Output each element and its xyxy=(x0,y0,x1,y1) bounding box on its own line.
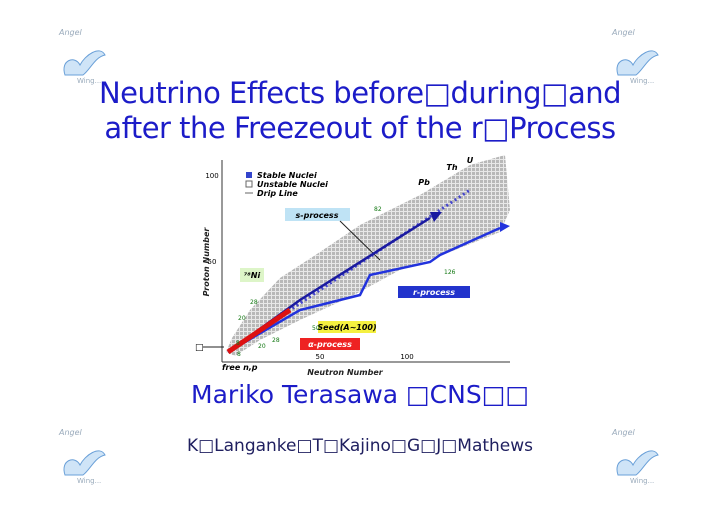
legend-label: Stable Nuclei xyxy=(257,171,317,180)
legend-label: Unstable Nuclei xyxy=(257,180,328,189)
label-box xyxy=(300,338,360,350)
logo-text: Wing... xyxy=(77,77,101,85)
logo-text: Wing... xyxy=(77,477,101,485)
legend-label: Drip Line xyxy=(257,189,298,198)
logo-wing xyxy=(616,450,659,476)
process-label: α-process xyxy=(308,340,352,349)
legend-swatch xyxy=(245,180,253,188)
y-axis-label: Proton Number xyxy=(202,227,211,297)
arrowhead xyxy=(430,212,442,222)
process-label: s-process xyxy=(296,211,339,220)
magic-number: 50 xyxy=(312,325,320,332)
magic-number: 126 xyxy=(444,269,456,276)
magic-number: 28 xyxy=(272,337,280,344)
label-box xyxy=(318,321,376,333)
label-box xyxy=(240,268,264,282)
coauthors: K□Langanke□T□Kajino□G□J□Mathews xyxy=(186,436,534,456)
nuclide-label: Th xyxy=(446,163,457,172)
magic-number: 82 xyxy=(374,206,382,213)
logo: Angel Wing... xyxy=(611,28,659,85)
logo: Angel Wing... xyxy=(58,28,106,85)
arrowhead xyxy=(500,222,510,232)
magic-number: 20 xyxy=(258,343,266,350)
nuclide-label: U xyxy=(467,156,474,165)
x-axis-label: Neutron Number xyxy=(307,368,383,377)
logo-text: Angel xyxy=(611,428,636,437)
logo-wing xyxy=(616,50,659,76)
r-process-path xyxy=(227,226,501,354)
x-tick-label: 100 xyxy=(400,353,413,361)
marker-label: □ xyxy=(195,343,204,353)
logo-wing xyxy=(63,50,106,76)
title-line: Neutrino Effects before□during□and xyxy=(98,76,622,110)
free-label: free n,p xyxy=(222,363,258,372)
label-box xyxy=(285,208,350,221)
legend-swatch xyxy=(246,172,252,178)
y-tick-label: 50 xyxy=(208,258,217,266)
logo-text: Wing... xyxy=(630,77,654,85)
nuclide-label: ⁷⁸Ni xyxy=(244,271,261,280)
label-box xyxy=(398,286,470,298)
logo-text: Wing... xyxy=(630,477,654,485)
logo-wing xyxy=(63,450,106,476)
stable-valley xyxy=(229,188,471,352)
alpha-process-path xyxy=(226,307,292,355)
process-label: Seed(A∼100) xyxy=(317,323,376,332)
y-tick-label: 100 xyxy=(205,172,218,180)
magic-number: 8 xyxy=(236,340,240,347)
title-line: after the Freezeout of the r□Process xyxy=(104,111,616,145)
magic-number: 8 xyxy=(237,351,241,358)
author: Mariko Terasawa □CNS□□ xyxy=(191,380,529,409)
nuclide-label: Pb xyxy=(418,178,430,187)
logo-text: Angel xyxy=(58,428,83,437)
x-tick-label: 50 xyxy=(316,353,325,361)
logo-text: Angel xyxy=(58,28,83,37)
magic-number: 28 xyxy=(250,299,258,306)
logo: Angel Wing... xyxy=(611,428,659,485)
logo-text: Angel xyxy=(611,28,636,37)
magic-number: 20 xyxy=(238,315,246,322)
process-label: r-process xyxy=(413,288,455,297)
logo: Angel Wing... xyxy=(58,428,106,485)
